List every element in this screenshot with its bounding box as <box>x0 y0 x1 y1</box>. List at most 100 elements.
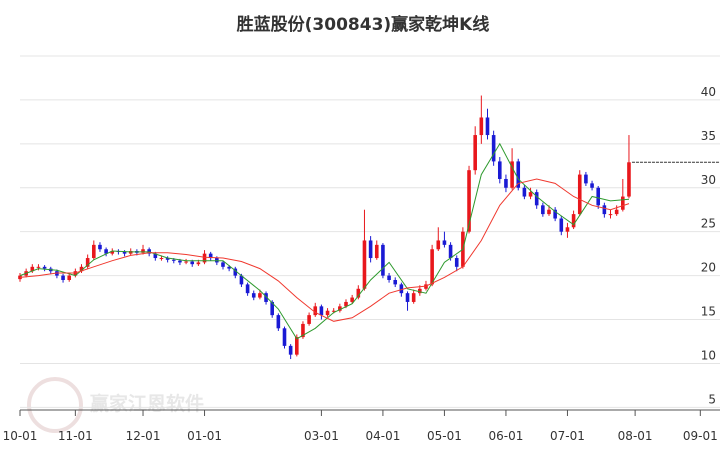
watermark-logo <box>27 377 83 433</box>
candles <box>18 95 631 360</box>
candle-body <box>393 279 398 285</box>
candle-body <box>331 310 336 312</box>
candle-body <box>313 306 318 316</box>
candle-body <box>381 244 385 276</box>
candle-body <box>319 306 324 316</box>
candle-body <box>596 187 601 206</box>
candle-body <box>350 297 354 302</box>
candle-body <box>454 258 459 267</box>
candle-body <box>448 244 453 259</box>
candle-body <box>418 288 422 294</box>
y-tick-label: 25 <box>701 217 716 231</box>
candle-body <box>467 170 471 232</box>
candle-body <box>584 174 588 184</box>
watermark: 赢家江恩软件 <box>27 377 204 433</box>
candle-body <box>621 196 625 210</box>
candle-body <box>430 249 434 285</box>
candle-body <box>258 293 262 298</box>
candle-body <box>122 251 127 254</box>
x-tick-label: 01-01 <box>187 429 222 443</box>
candle-body <box>141 249 145 253</box>
candle-body <box>614 209 619 215</box>
candle-body <box>522 187 527 197</box>
candle-body <box>165 258 170 260</box>
y-tick-label: 10 <box>701 348 716 362</box>
candle-body <box>282 328 287 346</box>
candle-body <box>338 306 342 311</box>
x-tick-label: 08-01 <box>618 429 653 443</box>
x-tick-label: 06-01 <box>489 429 524 443</box>
candle-body <box>251 293 256 298</box>
candle-body <box>362 240 367 289</box>
candle-body <box>504 178 508 188</box>
candle-body <box>485 117 490 136</box>
x-tick-label: 10-01 <box>3 429 38 443</box>
candle-body <box>356 288 361 298</box>
y-tick-label: 35 <box>701 129 716 143</box>
candle-body <box>276 315 281 329</box>
watermark-text: 赢家江恩软件 <box>90 392 204 415</box>
x-tick-label: 07-01 <box>550 429 585 443</box>
candle-body <box>547 209 551 215</box>
candle-body <box>171 259 176 261</box>
candle-body <box>264 293 268 302</box>
candle-body <box>473 135 477 171</box>
chart-title: 胜蓝股份(300843)赢家乾坤K线 <box>237 14 490 35</box>
candle-body <box>159 258 164 260</box>
candle-body <box>208 253 213 259</box>
candle-body <box>565 227 570 232</box>
candle-body <box>559 218 564 232</box>
candle-body <box>190 261 195 265</box>
candle-body <box>491 135 496 162</box>
candle-body <box>85 258 90 267</box>
candle-body <box>571 214 576 228</box>
candle-body <box>307 315 311 324</box>
candle-body <box>288 345 293 355</box>
candle-body <box>405 293 410 302</box>
x-tick-label: 11-01 <box>58 429 93 443</box>
candle-body <box>36 266 41 268</box>
candle-body <box>344 301 348 307</box>
candle-body <box>79 266 84 272</box>
moving-average <box>19 178 630 322</box>
candle-body <box>387 275 391 280</box>
candle-body <box>368 240 373 259</box>
candle-body <box>184 261 188 263</box>
candle-body <box>98 244 102 250</box>
candle-body <box>153 253 158 259</box>
candle-body <box>577 174 582 215</box>
y-tick-label: 40 <box>701 85 716 99</box>
candle-body <box>411 293 416 302</box>
candle-body <box>67 275 72 280</box>
candle-body <box>92 244 96 259</box>
x-tick-label: 09-01 <box>683 429 718 443</box>
candle-body <box>325 310 330 316</box>
candle-body <box>479 117 484 136</box>
candle-body <box>227 266 231 269</box>
x-tick-label: 04-01 <box>365 429 400 443</box>
candle-body <box>245 284 250 294</box>
candle-body <box>178 260 182 263</box>
candle-body <box>239 275 244 285</box>
candle-body <box>528 192 533 197</box>
candle-body <box>516 161 521 188</box>
candle-body <box>541 205 545 215</box>
y-tick-label: 15 <box>701 305 716 319</box>
y-tick-label: 30 <box>701 173 716 187</box>
candle-body <box>627 162 631 197</box>
candle-body <box>295 337 299 355</box>
candle-body <box>104 249 108 254</box>
y-tick-label: 5 <box>708 392 716 406</box>
candle-body <box>510 161 514 188</box>
candle-body <box>61 275 65 280</box>
candle-body <box>608 214 613 216</box>
x-tick-label: 12-01 <box>126 429 161 443</box>
candle-body <box>497 161 502 179</box>
candle-body <box>42 266 47 269</box>
candle-body <box>202 253 207 263</box>
candle-body <box>534 192 539 206</box>
candle-body <box>270 301 274 316</box>
candle-body <box>590 183 594 188</box>
x-tick-label: 03-01 <box>304 429 339 443</box>
